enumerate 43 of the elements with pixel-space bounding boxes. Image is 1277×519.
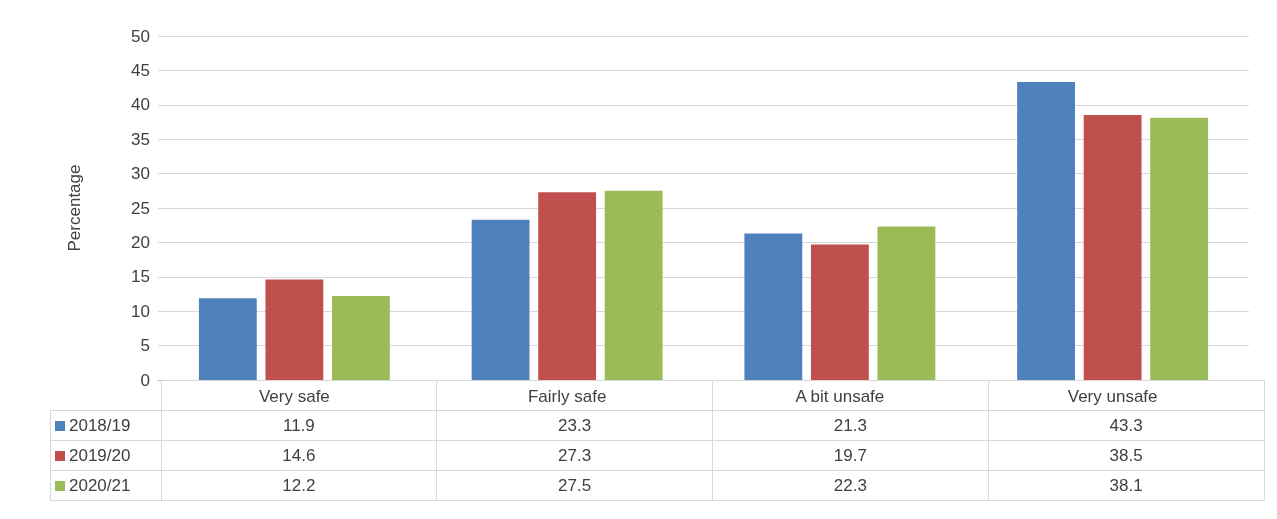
- x-tick-label: Fairly safe: [527, 387, 607, 406]
- data-label: 14.6: [161, 440, 437, 471]
- y-axis-title: Percentage: [65, 164, 84, 252]
- data-label: 21.3: [712, 410, 989, 441]
- y-tick-label: 5: [140, 336, 150, 356]
- data-label: 11.9: [161, 410, 437, 441]
- y-tick-label: 0: [140, 370, 150, 390]
- data-label: 43.3: [988, 410, 1264, 441]
- y-tick-label: 20: [131, 232, 150, 252]
- legend-label: 2019/20: [50, 440, 161, 471]
- legend-label: 2018/19: [50, 410, 161, 441]
- x-tick-label: A bit unsafe: [795, 387, 885, 406]
- x-tick-label: Very safe: [258, 387, 330, 406]
- data-label: 27.3: [436, 440, 713, 471]
- bar: [1150, 117, 1209, 380]
- legend-label: 2020/21: [50, 470, 161, 501]
- bar: [1083, 115, 1142, 380]
- data-label: 27.5: [436, 470, 713, 501]
- y-tick-label: 35: [131, 129, 150, 149]
- data-label: 23.3: [436, 410, 713, 441]
- bar: [1017, 82, 1076, 380]
- bar: [810, 244, 869, 380]
- bar: [331, 296, 390, 380]
- y-tick-label: 45: [131, 60, 150, 80]
- bar: [604, 190, 663, 380]
- bar: [538, 192, 597, 380]
- data-label: 19.7: [712, 440, 989, 471]
- y-tick-label: 40: [131, 95, 150, 115]
- data-label: 12.2: [161, 470, 437, 501]
- data-label: 38.1: [988, 470, 1264, 501]
- bar: [471, 219, 530, 380]
- y-tick-label: 15: [131, 267, 150, 287]
- x-tick-label: Very unsafe: [1067, 387, 1158, 406]
- bar: [265, 279, 324, 380]
- y-tick-label: 50: [131, 26, 150, 46]
- y-tick-label: 25: [131, 198, 150, 218]
- bar: [744, 233, 803, 380]
- y-tick-label: 30: [131, 164, 150, 184]
- bar: [877, 226, 936, 380]
- data-label: 22.3: [712, 470, 989, 501]
- data-label: 38.5: [988, 440, 1264, 471]
- bar: [198, 298, 257, 380]
- y-tick-label: 10: [131, 301, 150, 321]
